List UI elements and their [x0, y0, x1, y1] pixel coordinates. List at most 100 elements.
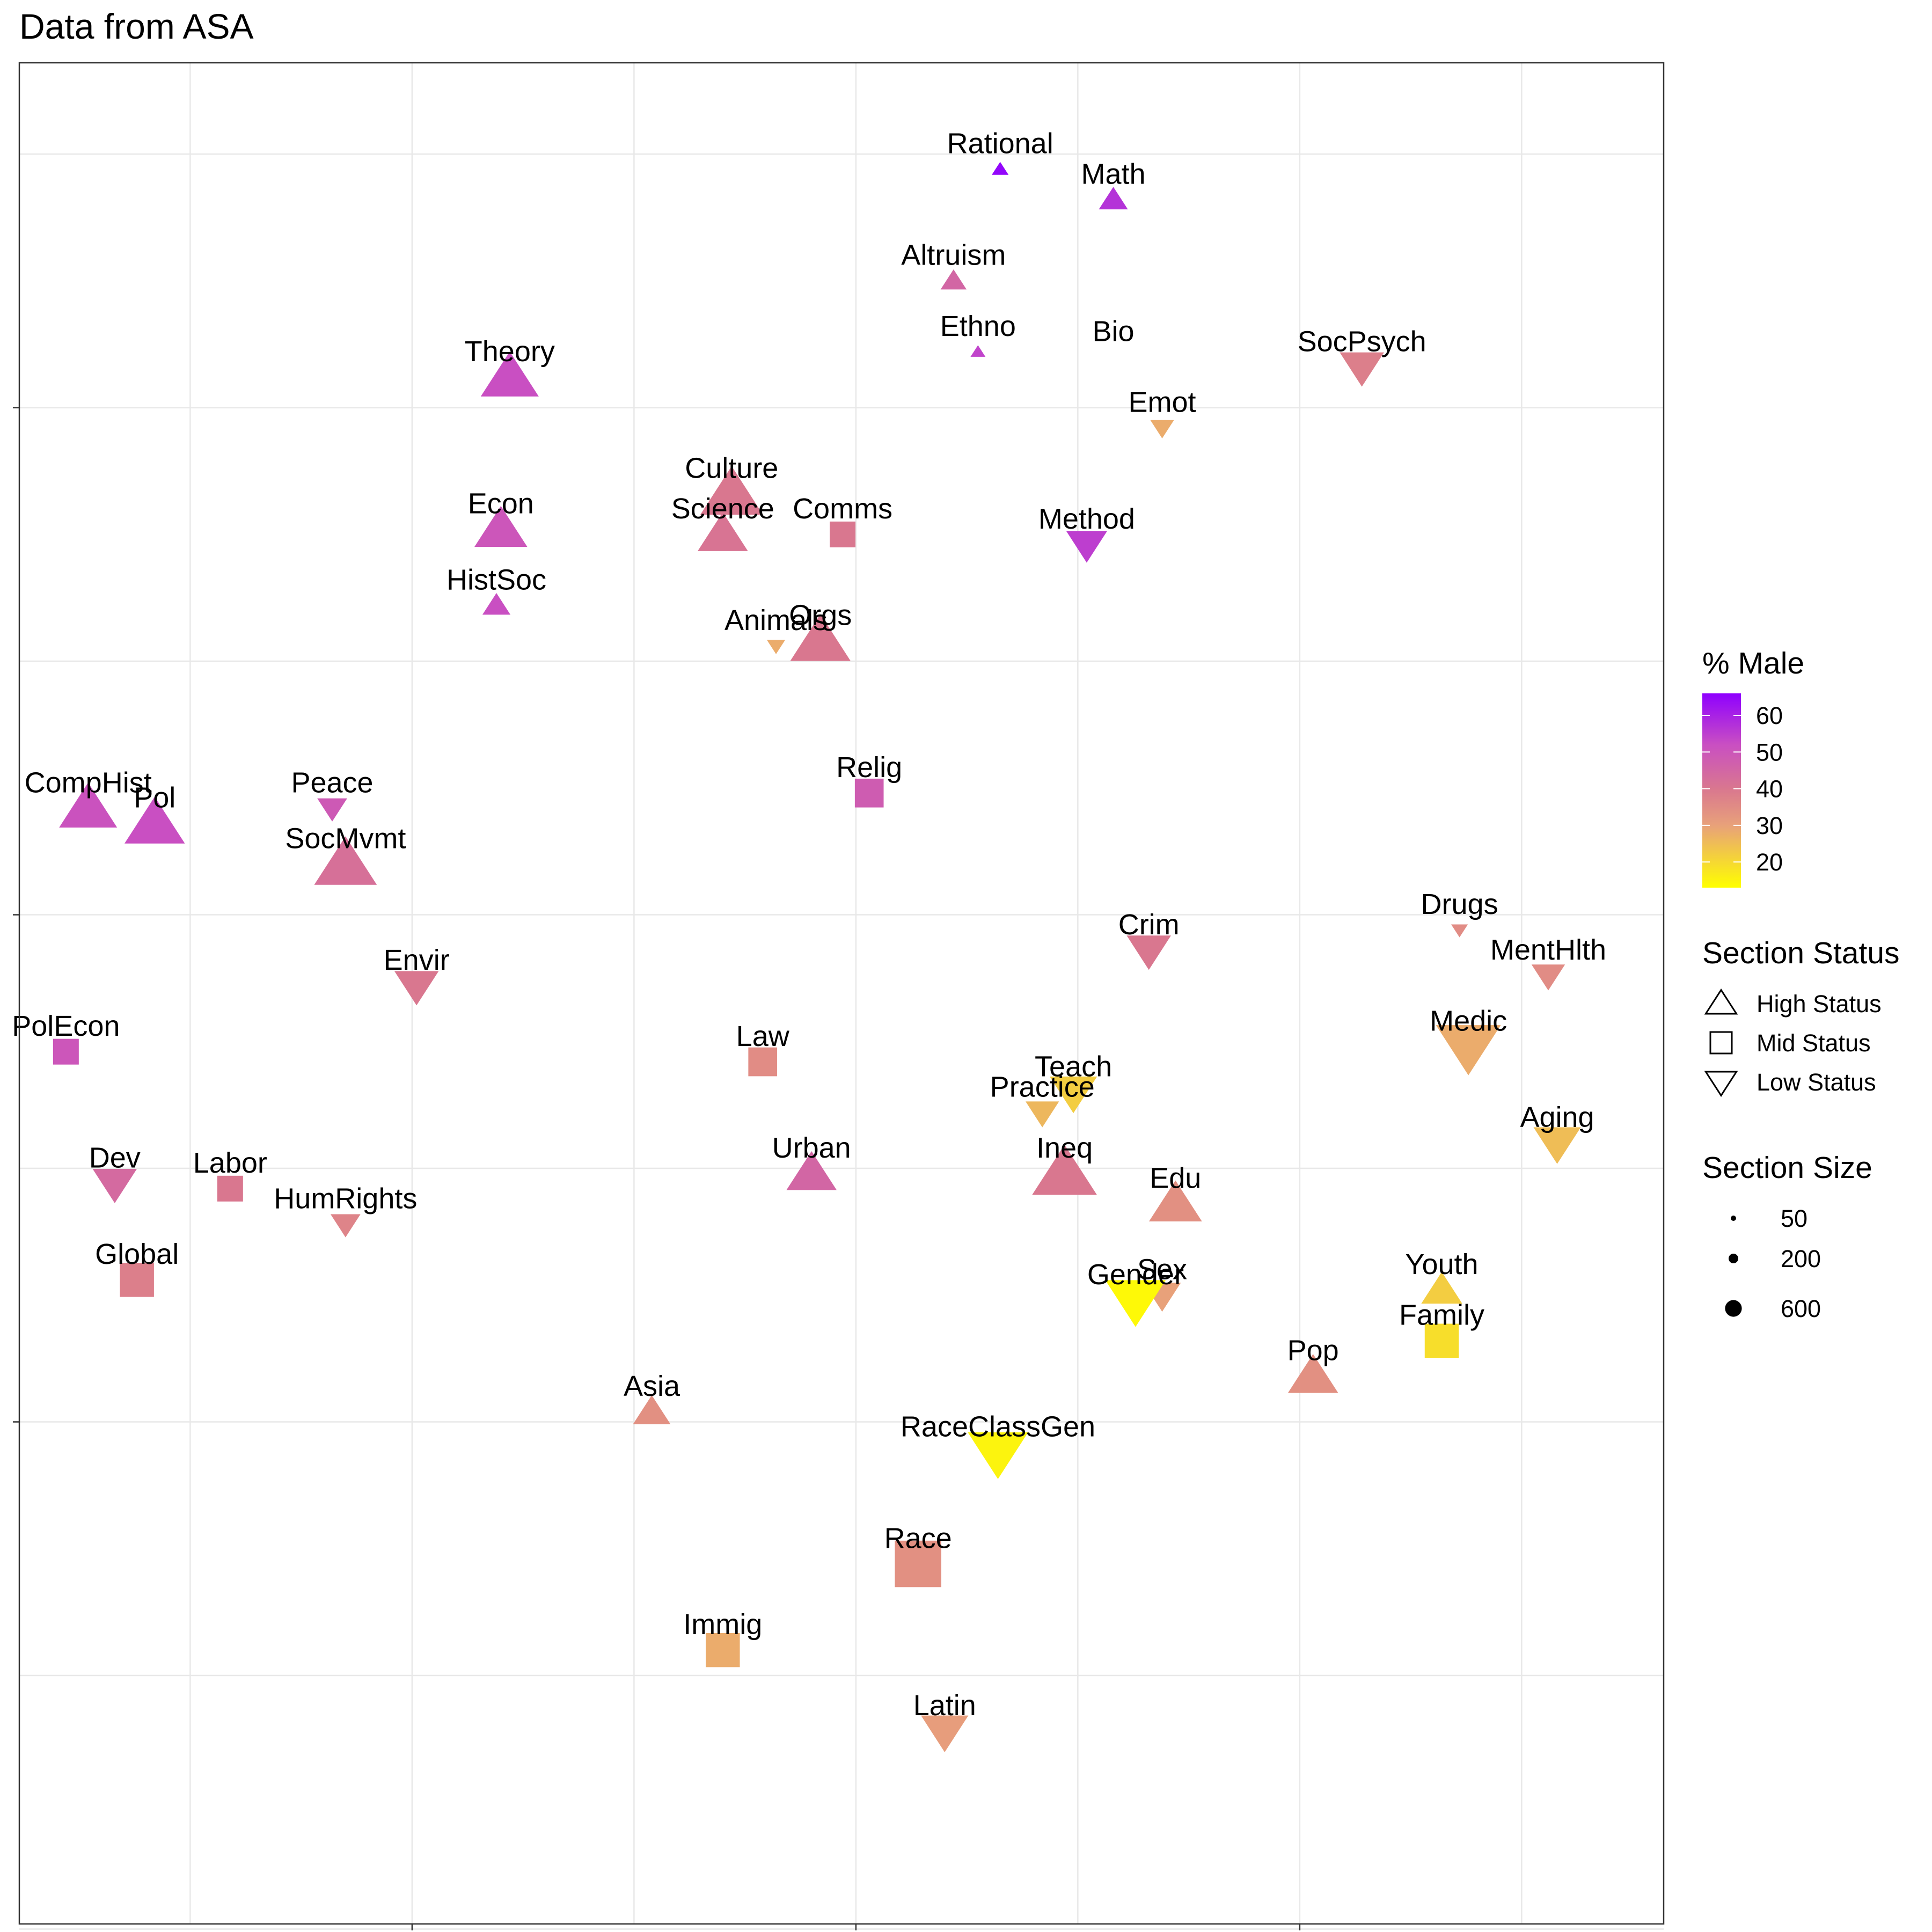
point-label: Youth	[1405, 1248, 1478, 1280]
color-legend-label: 40	[1756, 775, 1783, 803]
point-label: Family	[1399, 1299, 1484, 1331]
point-marker	[1148, 1180, 1202, 1221]
point-marker	[697, 512, 748, 551]
color-legend-label: 30	[1756, 812, 1783, 839]
color-legend-label: 50	[1756, 738, 1783, 766]
point-label: Method	[1038, 503, 1135, 535]
point-label: SocPsych	[1298, 325, 1426, 357]
panel-border	[18, 62, 1665, 1925]
point-label: Culture	[685, 452, 778, 485]
point-label: Altruism	[901, 239, 1006, 272]
point-label: Animals	[724, 604, 828, 636]
point-labels: Rational Math Altruism Ethno Bio SocPsych Theo…	[12, 128, 1606, 1722]
point-marker	[330, 1214, 361, 1238]
point-marker	[1533, 1127, 1581, 1164]
point-label: Race	[884, 1522, 952, 1554]
point-label: CompHist	[25, 766, 152, 799]
shape-legend-key	[1709, 1031, 1733, 1055]
point-label: RaceClassGen	[901, 1410, 1095, 1443]
point-label: Immig	[683, 1608, 762, 1641]
point-label: Labor	[193, 1147, 267, 1179]
point-label: Asia	[624, 1370, 680, 1402]
point-marker	[1424, 1323, 1459, 1358]
shape-legend-label: Mid Status	[1757, 1029, 1871, 1057]
point-marker	[1451, 924, 1468, 938]
point-label: Pop	[1287, 1335, 1339, 1367]
point-marker	[970, 345, 986, 357]
point-label: Crim	[1118, 909, 1180, 941]
shape-legend-items: High Status Mid Status Low Status	[1704, 988, 1882, 1097]
point-label: Peace	[291, 766, 373, 799]
point-label: MentHlth	[1490, 934, 1606, 966]
point-marker	[992, 162, 1009, 175]
point-label: Orgs	[789, 599, 852, 632]
point-marker	[1126, 935, 1171, 970]
size-legend-key	[1729, 1254, 1738, 1263]
shape-legend-label: Low Status	[1757, 1069, 1876, 1096]
point-marker	[921, 1715, 969, 1752]
point-label: Econ	[468, 488, 534, 520]
point-label: PolEcon	[12, 1010, 120, 1042]
point-label: Comms	[793, 493, 892, 525]
point-marker	[854, 778, 884, 808]
point-label: Global	[95, 1238, 179, 1270]
point-label: Urban	[772, 1132, 851, 1164]
color-legend-title: % Male	[1702, 646, 1804, 680]
point-marker	[314, 836, 377, 885]
point-marker	[1066, 531, 1108, 563]
point-marker	[1421, 1271, 1462, 1304]
point-label: Theory	[465, 335, 555, 368]
point-marker	[53, 1038, 79, 1065]
point-marker	[480, 352, 539, 397]
point-label: Pol	[134, 782, 175, 814]
point-marker	[1287, 1354, 1338, 1393]
size-legend-label: 50	[1781, 1205, 1807, 1232]
point-marker	[940, 269, 967, 290]
point-label: Gender	[1087, 1258, 1184, 1291]
point-label: Math	[1081, 158, 1146, 190]
point-label: Rational	[947, 128, 1053, 160]
point-marker	[1049, 1076, 1097, 1114]
shape-legend-title: Section Status	[1702, 936, 1900, 970]
point-marker	[217, 1175, 243, 1202]
data-points	[53, 162, 1581, 1752]
point-marker	[1099, 187, 1128, 210]
point-marker	[120, 1263, 154, 1297]
point-marker	[92, 1168, 137, 1203]
point-marker	[633, 1395, 671, 1424]
size-legend-items: 50 200 600	[1725, 1205, 1821, 1322]
size-legend-key	[1725, 1300, 1742, 1317]
point-label: Teach	[1035, 1051, 1112, 1083]
point-marker	[482, 593, 511, 615]
point-label: Latin	[913, 1689, 976, 1722]
point-label: Medic	[1430, 1005, 1507, 1037]
point-marker	[1340, 352, 1384, 387]
point-marker	[1032, 1145, 1097, 1195]
point-label: Relig	[836, 751, 902, 784]
point-marker	[700, 466, 763, 515]
chart-title: Data from ASA	[19, 6, 254, 46]
point-marker	[1436, 1025, 1501, 1075]
point-marker	[1105, 1280, 1166, 1327]
point-label: HistSoc	[447, 564, 546, 596]
point-marker	[968, 1432, 1028, 1479]
point-marker	[706, 1633, 740, 1667]
point-label: SocMvmt	[285, 822, 406, 854]
size-legend-key	[1731, 1216, 1736, 1221]
point-marker	[59, 782, 118, 828]
color-legend-label: 20	[1756, 848, 1783, 876]
size-legend-label: 600	[1781, 1295, 1821, 1322]
point-marker	[1150, 420, 1174, 438]
point-label: Aging	[1520, 1101, 1594, 1133]
shape-legend-key	[1704, 988, 1738, 1015]
point-marker	[786, 1151, 837, 1190]
point-marker	[394, 971, 439, 1006]
gridlines	[19, 63, 1664, 1930]
point-marker	[790, 614, 851, 661]
color-legend-bar	[1702, 693, 1741, 888]
color-legend-ticks: 60 50 40 30 20	[1702, 702, 1783, 876]
color-legend-label: 60	[1756, 702, 1783, 729]
point-marker	[1026, 1101, 1059, 1128]
shape-legend-label: High Status	[1757, 990, 1882, 1018]
point-label: Emot	[1128, 386, 1196, 419]
